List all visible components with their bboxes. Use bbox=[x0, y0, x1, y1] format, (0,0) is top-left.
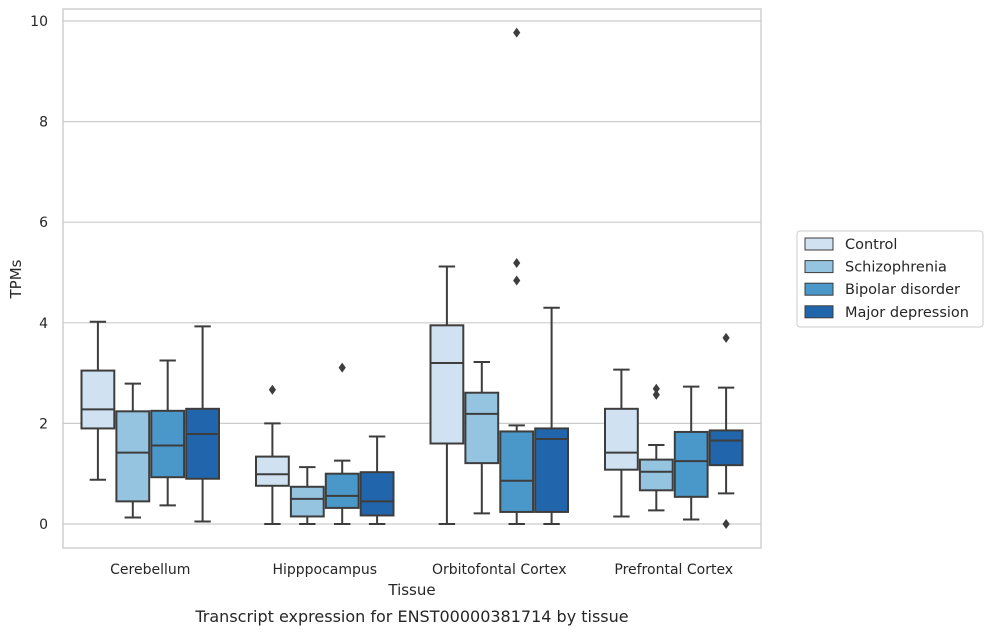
box-iqr bbox=[359, 471, 395, 517]
box-iqr bbox=[429, 324, 465, 445]
legend-label: Schizophrenia bbox=[845, 260, 947, 276]
outlier-point bbox=[513, 27, 521, 38]
box-2-2 bbox=[499, 27, 535, 525]
legend-swatch bbox=[804, 260, 834, 274]
x-tick-label: Cerebellum bbox=[110, 562, 190, 578]
box-iqr bbox=[254, 455, 290, 487]
y-tick-label: 10 bbox=[30, 14, 48, 30]
legend-label: Bipolar disorder bbox=[845, 282, 960, 298]
box-3-3 bbox=[708, 332, 744, 529]
box-0-2 bbox=[150, 359, 186, 507]
box-3-2 bbox=[673, 385, 709, 521]
x-tick-label: Prefrontal Cortex bbox=[614, 562, 733, 578]
box-2-0 bbox=[429, 265, 465, 525]
legend: Control Schizophrenia Bipolar disorder Majo… bbox=[796, 230, 984, 328]
outlier-point bbox=[722, 519, 730, 529]
outlier-point bbox=[652, 383, 660, 394]
box-iqr bbox=[708, 429, 744, 467]
box-iqr bbox=[80, 369, 116, 430]
y-tick-label: 0 bbox=[39, 517, 48, 533]
x-tick-label: Hipppocampus bbox=[272, 562, 377, 578]
x-tick-label: Orbitofontal Cortex bbox=[432, 562, 567, 578]
y-tick-label: 8 bbox=[39, 115, 48, 131]
legend-frame bbox=[796, 230, 984, 328]
box-iqr bbox=[289, 485, 325, 518]
outlier-point bbox=[722, 332, 730, 343]
y-tick-label: 4 bbox=[39, 316, 48, 332]
box-iqr bbox=[324, 472, 360, 509]
outlier-point bbox=[268, 384, 276, 395]
outlier-point bbox=[652, 389, 660, 400]
box-3-0 bbox=[603, 368, 639, 518]
y-axis-label: TPMs bbox=[7, 259, 25, 299]
legend-label: Major depression bbox=[845, 305, 969, 321]
outlier-point bbox=[513, 275, 521, 286]
box-iqr bbox=[534, 427, 570, 513]
plot-frame bbox=[62, 8, 762, 549]
box-1-2 bbox=[324, 362, 360, 525]
box-iqr bbox=[638, 458, 674, 492]
outlier-point bbox=[513, 257, 521, 268]
box-iqr bbox=[499, 430, 535, 513]
box-2-1 bbox=[464, 361, 500, 515]
y-tick-label: 2 bbox=[39, 416, 48, 432]
x-tick-labels: Cerebellum Hipppocampus Orbitofontal Corte… bbox=[110, 562, 733, 578]
chart-caption: Transcript expression for ENST0000038171… bbox=[194, 607, 628, 626]
x-axis-label: Tissue bbox=[387, 581, 435, 599]
box-groups bbox=[80, 27, 744, 529]
box-1-1 bbox=[289, 466, 325, 525]
y-tick-label: 6 bbox=[39, 215, 48, 231]
box-iqr bbox=[673, 430, 709, 498]
box-iqr bbox=[603, 407, 639, 471]
box-2-3 bbox=[534, 306, 570, 525]
legend-swatch bbox=[804, 237, 834, 251]
box-iqr bbox=[464, 391, 500, 465]
outlier-point bbox=[338, 362, 346, 373]
y-tick-labels: 0 2 4 6 8 10 bbox=[30, 14, 48, 533]
box-3-1 bbox=[638, 383, 674, 512]
box-0-0 bbox=[80, 320, 116, 481]
box-1-3 bbox=[359, 435, 395, 525]
legend-swatch bbox=[804, 305, 834, 319]
box-1-0 bbox=[254, 384, 290, 525]
box-iqr bbox=[115, 410, 151, 503]
box-0-1 bbox=[115, 382, 151, 519]
box-iqr bbox=[150, 409, 186, 479]
box-iqr bbox=[185, 407, 221, 480]
legend-swatch bbox=[804, 282, 834, 296]
legend-label: Control bbox=[845, 237, 897, 253]
box-0-3 bbox=[185, 325, 221, 523]
